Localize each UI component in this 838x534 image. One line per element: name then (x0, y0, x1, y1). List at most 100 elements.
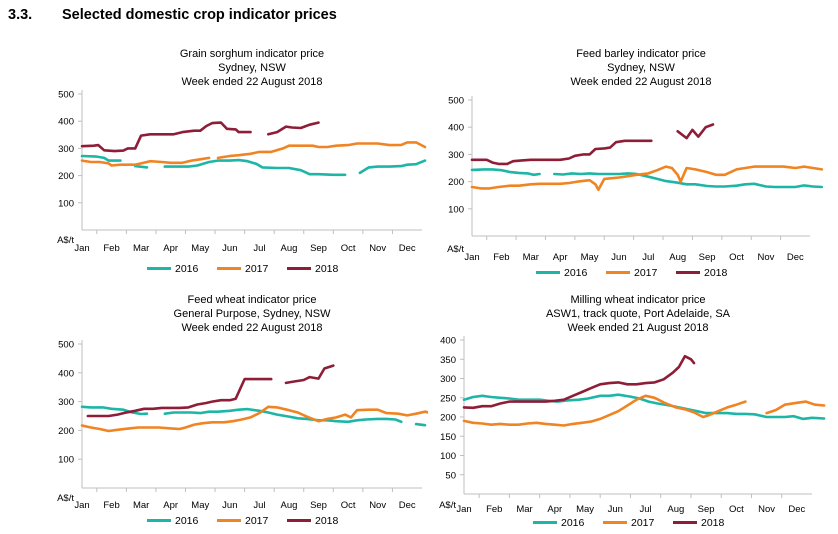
chart-title-line: Week ended 22 August 2018 (181, 76, 322, 88)
x-tick-label: Apr (547, 504, 562, 515)
x-tick-label: Aug (281, 243, 298, 254)
chart-title-line: Feed barley indicator price (576, 48, 706, 60)
series-line-2017 (216, 141, 427, 160)
series-line-2018 (470, 139, 653, 166)
x-tick-label: Dec (787, 252, 804, 263)
x-tick-label: Dec (788, 504, 805, 515)
x-tick-label: Jun (222, 243, 237, 254)
x-tick-label: Nov (757, 252, 774, 263)
series-line-2018 (80, 121, 252, 153)
section-number: 3.3. (8, 7, 33, 23)
series-line-2016 (80, 154, 122, 162)
y-tick-label: 200 (58, 426, 74, 437)
legend-label-2018: 2018 (701, 517, 725, 529)
y-tick-label: 300 (58, 144, 74, 155)
x-tick-label: Feb (103, 243, 119, 254)
x-tick-label: Jul (253, 500, 265, 511)
x-tick-label: Oct (729, 252, 744, 263)
chart-title-line: Week ended 22 August 2018 (570, 76, 711, 88)
y-tick-label: 150 (440, 432, 456, 443)
legend-label-2017: 2017 (634, 267, 658, 279)
legend-label-2017: 2017 (245, 263, 269, 275)
x-tick-label: Feb (493, 252, 509, 263)
x-tick-label: Oct (341, 243, 356, 254)
chart-svg: Feed barley indicator price Sydney, NSW We… (447, 48, 824, 279)
chart-svg: Grain sorghum indicator price Sydney, NSW… (57, 48, 427, 275)
chart-feed-wheat: Feed wheat indicator price General Purpos… (30, 288, 428, 532)
x-tick-label: May (191, 243, 209, 254)
y-tick-label: 100 (58, 198, 74, 209)
x-tick-label: Jan (464, 252, 479, 263)
x-tick-label: Nov (369, 243, 386, 254)
y-axis-label: A$/t (57, 493, 74, 504)
series-line-2017 (462, 394, 747, 427)
chart-milling-wheat: Milling wheat indicator price ASW1, track… (432, 288, 832, 532)
series-line-2018 (267, 121, 320, 136)
chart-feed-barley: Feed barley indicator price Sydney, NSW We… (432, 40, 832, 284)
x-tick-label: Sep (699, 252, 716, 263)
y-tick-label: 100 (58, 455, 74, 466)
x-tick-label: Dec (399, 500, 416, 511)
y-tick-label: 500 (58, 340, 74, 351)
series-line-2016 (163, 407, 403, 424)
chart-title-line: General Purpose, Sydney, NSW (174, 308, 332, 320)
y-axis-label: A$/t (447, 244, 464, 255)
chart-title-line: Sydney, NSW (607, 62, 675, 74)
chart-title-line: Grain sorghum indicator price (180, 48, 324, 60)
x-tick-label: Sep (698, 504, 715, 515)
y-tick-label: 200 (440, 413, 456, 424)
chart-title-line: Milling wheat indicator price (570, 294, 705, 306)
legend-label-2016: 2016 (564, 267, 588, 279)
y-tick-label: 100 (440, 451, 456, 462)
series-line-2016 (163, 158, 347, 177)
x-tick-label: Apr (163, 243, 178, 254)
series-line-2018 (462, 354, 696, 410)
series-line-2017 (765, 400, 826, 415)
y-tick-label: 50 (445, 470, 456, 481)
y-tick-label: 500 (58, 90, 74, 101)
y-tick-label: 400 (448, 123, 464, 134)
y-tick-label: 200 (448, 177, 464, 188)
legend-label-2017: 2017 (245, 515, 269, 527)
series-line-2018 (676, 123, 715, 140)
series-line-2017 (470, 165, 824, 192)
legend-label-2017: 2017 (631, 517, 655, 529)
series-line-2016 (553, 172, 824, 189)
y-tick-label: 200 (58, 171, 74, 182)
x-tick-label: May (576, 504, 594, 515)
y-tick-label: 400 (440, 336, 456, 347)
y-tick-label: 300 (448, 150, 464, 161)
section-heading: 3.3. Selected domestic crop indicator pr… (0, 0, 838, 34)
series-line-2018 (284, 364, 335, 385)
legend-label-2016: 2016 (175, 263, 199, 275)
chart-grain-sorghum: Grain sorghum indicator price Sydney, NSW… (30, 40, 428, 284)
series-line-2016 (80, 405, 149, 416)
legend-label-2016: 2016 (561, 517, 585, 529)
chart-svg: Milling wheat indicator price ASW1, track… (439, 294, 826, 529)
x-tick-label: Mar (133, 243, 149, 254)
x-tick-label: May (581, 252, 599, 263)
x-tick-label: Jun (611, 252, 626, 263)
x-tick-label: Oct (341, 500, 356, 511)
x-tick-label: Jan (74, 243, 89, 254)
chart-title-line: Week ended 21 August 2018 (567, 322, 708, 334)
series-line-2016 (462, 393, 826, 421)
chart-title-line: Sydney, NSW (218, 62, 286, 74)
section-title: Selected domestic crop indicator prices (62, 7, 337, 23)
x-tick-label: Dec (399, 243, 416, 254)
y-tick-label: 400 (58, 117, 74, 128)
series-line-2018 (86, 377, 273, 418)
x-tick-label: Nov (758, 504, 775, 515)
x-tick-label: Jun (608, 504, 623, 515)
x-tick-label: Oct (729, 504, 744, 515)
series-line-2016 (133, 164, 149, 169)
x-tick-label: Sep (310, 500, 327, 511)
y-tick-label: 300 (440, 374, 456, 385)
y-tick-label: 350 (440, 355, 456, 366)
legend-label-2018: 2018 (704, 267, 728, 279)
chart-svg: Feed wheat indicator price General Purpos… (57, 294, 428, 527)
y-tick-label: 250 (440, 393, 456, 404)
series-line-2017 (80, 405, 428, 433)
chart-title-line: ASW1, track quote, Port Adelaide, SA (546, 308, 731, 320)
chart-title-line: Feed wheat indicator price (187, 294, 316, 306)
